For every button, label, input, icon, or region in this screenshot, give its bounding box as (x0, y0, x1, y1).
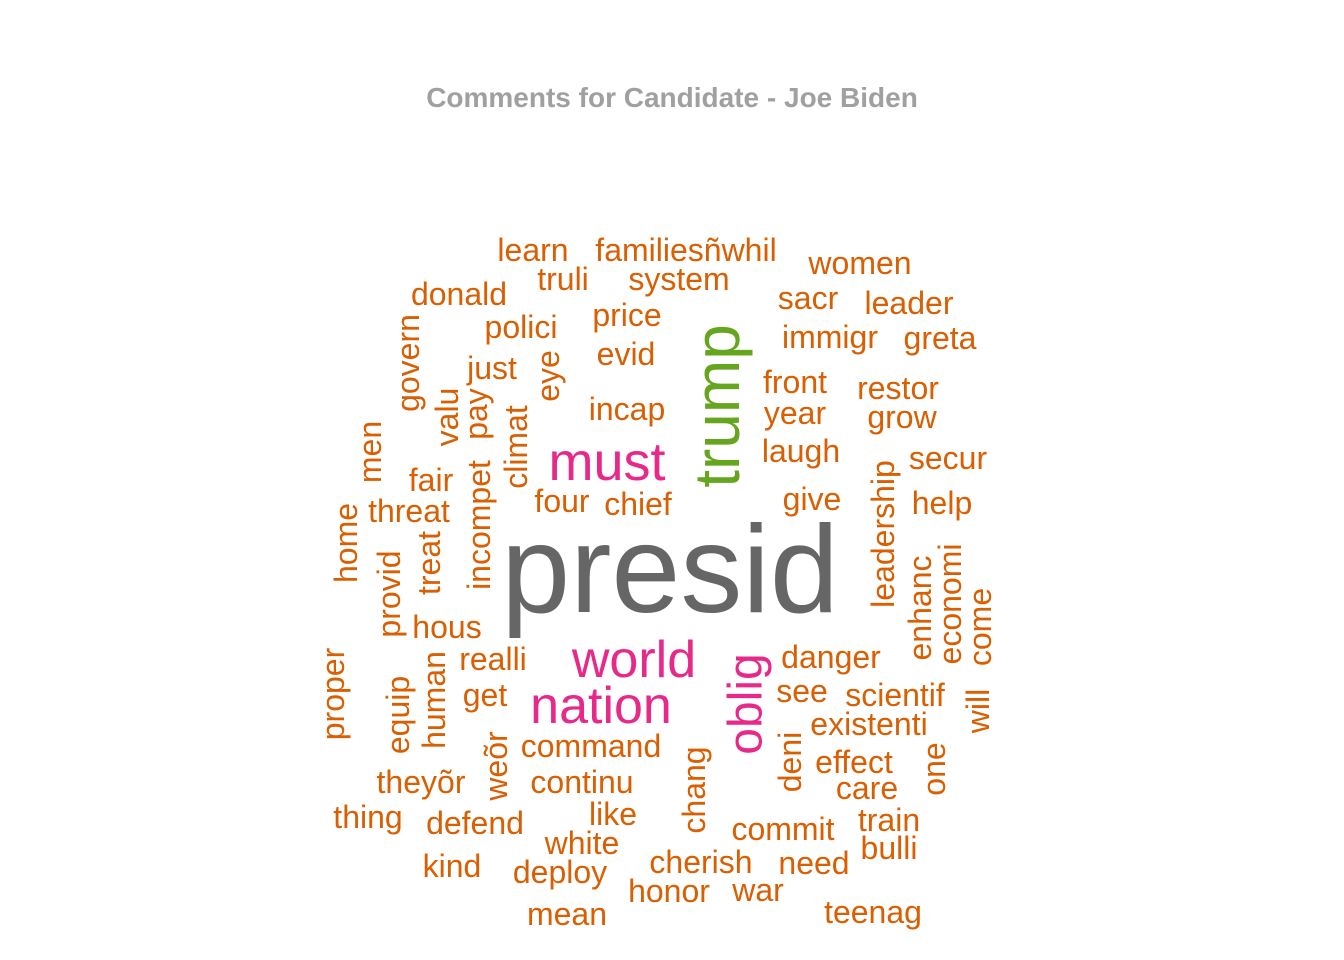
word-43: enhanc (902, 556, 938, 661)
word-31: laugh (762, 433, 840, 469)
word-38: give (783, 481, 842, 517)
word-77: deploy (513, 854, 607, 890)
word-73: bulli (861, 830, 918, 866)
word-61: effect (815, 744, 893, 780)
word-28: grow (867, 399, 937, 435)
word-12: sacr (778, 280, 839, 316)
word-68: like (589, 796, 637, 832)
word-17: greta (904, 320, 977, 356)
word-55: get (463, 677, 508, 713)
word-46: come (962, 588, 998, 666)
word-54: equip (380, 676, 416, 754)
word-36: four (534, 483, 589, 519)
word-75: cherish (649, 844, 752, 880)
word-6: learn (497, 232, 568, 268)
word-9: truli (537, 261, 589, 297)
word-71: train (858, 802, 920, 838)
word-39: help (912, 485, 973, 521)
word-23: restor (857, 370, 939, 406)
word-8: women (807, 245, 911, 281)
word-3: world (571, 631, 696, 689)
word-42: treat (411, 531, 447, 595)
word-40: home (328, 503, 364, 583)
chart-title: Comments for Candidate - Joe Biden (426, 82, 918, 113)
word-13: leader (865, 285, 954, 321)
word-76: need (778, 845, 849, 881)
word-64: continu (530, 764, 633, 800)
word-79: war (731, 872, 784, 908)
word-35: leadership (865, 460, 901, 608)
word-67: thing (333, 799, 402, 835)
word-69: defend (426, 805, 524, 841)
word-30: climat (498, 405, 534, 489)
word-81: teenag (824, 894, 922, 930)
word-1: trump (681, 324, 753, 488)
word-15: price (592, 297, 661, 333)
word-60: deni (772, 732, 808, 793)
word-74: kind (423, 848, 482, 884)
word-49: proper (315, 647, 351, 740)
word-14: polici (485, 309, 558, 345)
word-2: must (548, 432, 665, 492)
word-34: incompet (461, 460, 497, 590)
word-22: front (763, 364, 827, 400)
word-10: system (628, 261, 729, 297)
word-62: one (916, 742, 952, 795)
word-57: existenti (810, 706, 927, 742)
word-51: human (416, 651, 452, 749)
word-47: hous (412, 609, 481, 645)
word-0: presid (501, 501, 839, 639)
word-27: year (764, 395, 827, 431)
word-33: fair (409, 462, 454, 498)
word-72: white (544, 825, 620, 861)
word-7: familiesñwhil (595, 232, 776, 268)
word-24: valu (429, 388, 465, 447)
word-41: threat (368, 493, 450, 529)
word-45: provid (371, 550, 407, 637)
word-44: economi (932, 544, 968, 665)
word-59: weõr (478, 731, 514, 802)
word-21: eye (530, 350, 566, 402)
word-70: commit (731, 811, 834, 847)
word-29: men (352, 421, 388, 483)
word-78: honor (628, 873, 710, 909)
word-63: theyõr (377, 764, 466, 800)
word-52: see (776, 673, 828, 709)
word-20: just (466, 350, 517, 386)
word-18: govern (390, 314, 426, 412)
word-16: immigr (782, 319, 878, 355)
word-66: care (836, 770, 898, 806)
word-50: realli (459, 641, 527, 677)
word-25: pay (458, 388, 494, 440)
word-19: evid (597, 336, 656, 372)
word-65: chang (676, 746, 712, 833)
word-26: incap (589, 391, 666, 427)
word-37: chief (604, 486, 672, 522)
word-11: donald (411, 276, 507, 312)
word-48: danger (781, 639, 881, 675)
word-32: secur (909, 440, 988, 476)
word-56: will (960, 689, 996, 734)
word-4: nation (530, 677, 672, 735)
word-80: mean (527, 896, 607, 932)
word-5: oblig (720, 653, 773, 754)
word-53: scientif (845, 677, 945, 713)
word-58: command (521, 728, 662, 764)
